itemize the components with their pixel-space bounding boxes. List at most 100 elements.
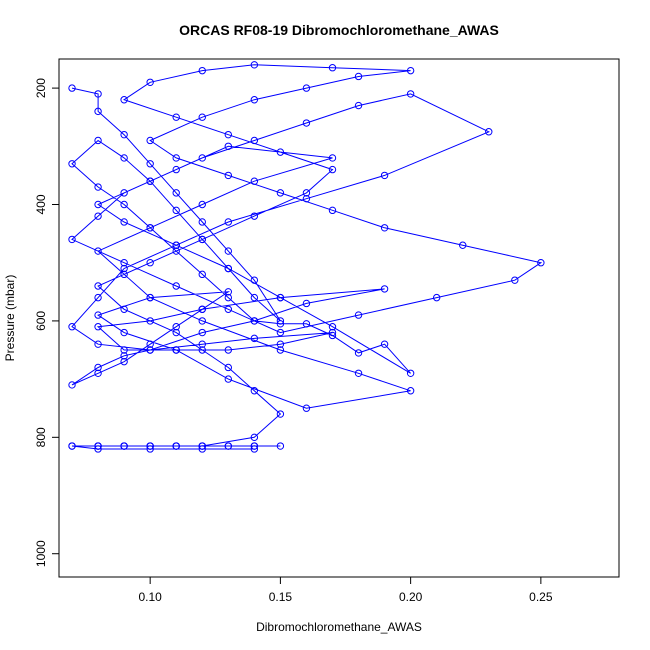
data-point [120,328,128,337]
data-point [146,293,154,302]
data-point [120,130,128,139]
data-point [198,218,206,226]
data-point [146,136,154,145]
data-point [224,142,233,151]
data-point [302,299,311,308]
data-point [224,288,233,296]
data-point [302,84,311,92]
data-point [224,130,233,139]
data-point [224,218,233,226]
data-point [172,189,180,197]
data-point [120,259,128,267]
data-point [328,206,337,215]
data-point [172,328,180,337]
data-point [198,346,206,354]
data-point [250,442,259,450]
x-tick-label: 0.25 [529,590,553,604]
data-point [406,369,415,377]
data-point [68,84,76,92]
data-point [146,224,154,232]
data-point [198,270,206,279]
data-point [198,154,206,162]
y-tick-label: 600 [34,311,48,331]
data-point [328,331,337,340]
x-axis-label: Dibromochloromethane_AWAS [256,620,422,634]
data-point [146,442,154,450]
data-point [146,317,154,325]
data-point [94,293,102,302]
data-point [276,328,285,337]
data-point [250,177,259,185]
data-point [276,346,285,354]
data-point [224,442,233,450]
y-tick-label: 1000 [34,540,48,567]
data-point [354,369,363,377]
data-point [146,340,154,348]
data-point [276,189,285,197]
data-point [485,128,493,136]
data-point [250,445,259,453]
data-point [120,442,128,450]
x-tick-label: 0.10 [138,590,162,604]
data-point [276,320,285,328]
data-point [276,442,285,450]
data-point [354,349,363,357]
data-point [328,154,337,162]
data-point [328,64,337,72]
data-point [276,340,285,348]
data-point [172,282,180,290]
data-point [94,90,102,98]
data-point [328,328,337,337]
data-point [250,136,259,145]
data-point [250,96,259,104]
data-point [120,218,128,226]
y-axis: 200 400 600 800 1000 [34,78,60,567]
data-point [224,247,233,255]
y-tick-label: 400 [34,194,48,214]
data-point [94,311,102,319]
data-point [198,328,206,337]
data-point [172,165,180,174]
data-point [172,247,180,255]
data-point [380,171,389,180]
data-point [198,66,206,75]
data-point [172,241,180,249]
data-point [198,340,206,348]
data-point [406,90,415,98]
data-point [250,61,259,69]
data-point [172,154,180,162]
data-point [302,194,311,203]
data-point [302,320,311,328]
data-point [250,317,259,325]
data-point [380,340,389,348]
data-point [94,340,102,348]
data-point [276,293,285,302]
data-point [198,305,206,313]
data-point [172,323,180,331]
data-point [432,293,441,302]
data-point [94,107,102,116]
data-point [120,346,128,354]
data-point [224,305,233,313]
data-point [406,66,415,75]
data-point [198,442,206,450]
data-point [94,442,102,450]
data-point [94,445,102,453]
data-point [328,165,337,174]
data-point [302,119,311,127]
data-point [406,387,415,395]
data-point [198,235,206,244]
data-point [198,445,206,453]
data-point [146,177,154,185]
data-point [537,259,545,267]
data-point [250,293,259,302]
data-point [172,346,180,354]
data-point [198,200,206,209]
data-point [224,346,233,354]
data-point [172,206,180,215]
data-point [120,264,128,273]
data-point [224,363,233,372]
data-point [120,305,128,313]
data-point [276,410,285,418]
